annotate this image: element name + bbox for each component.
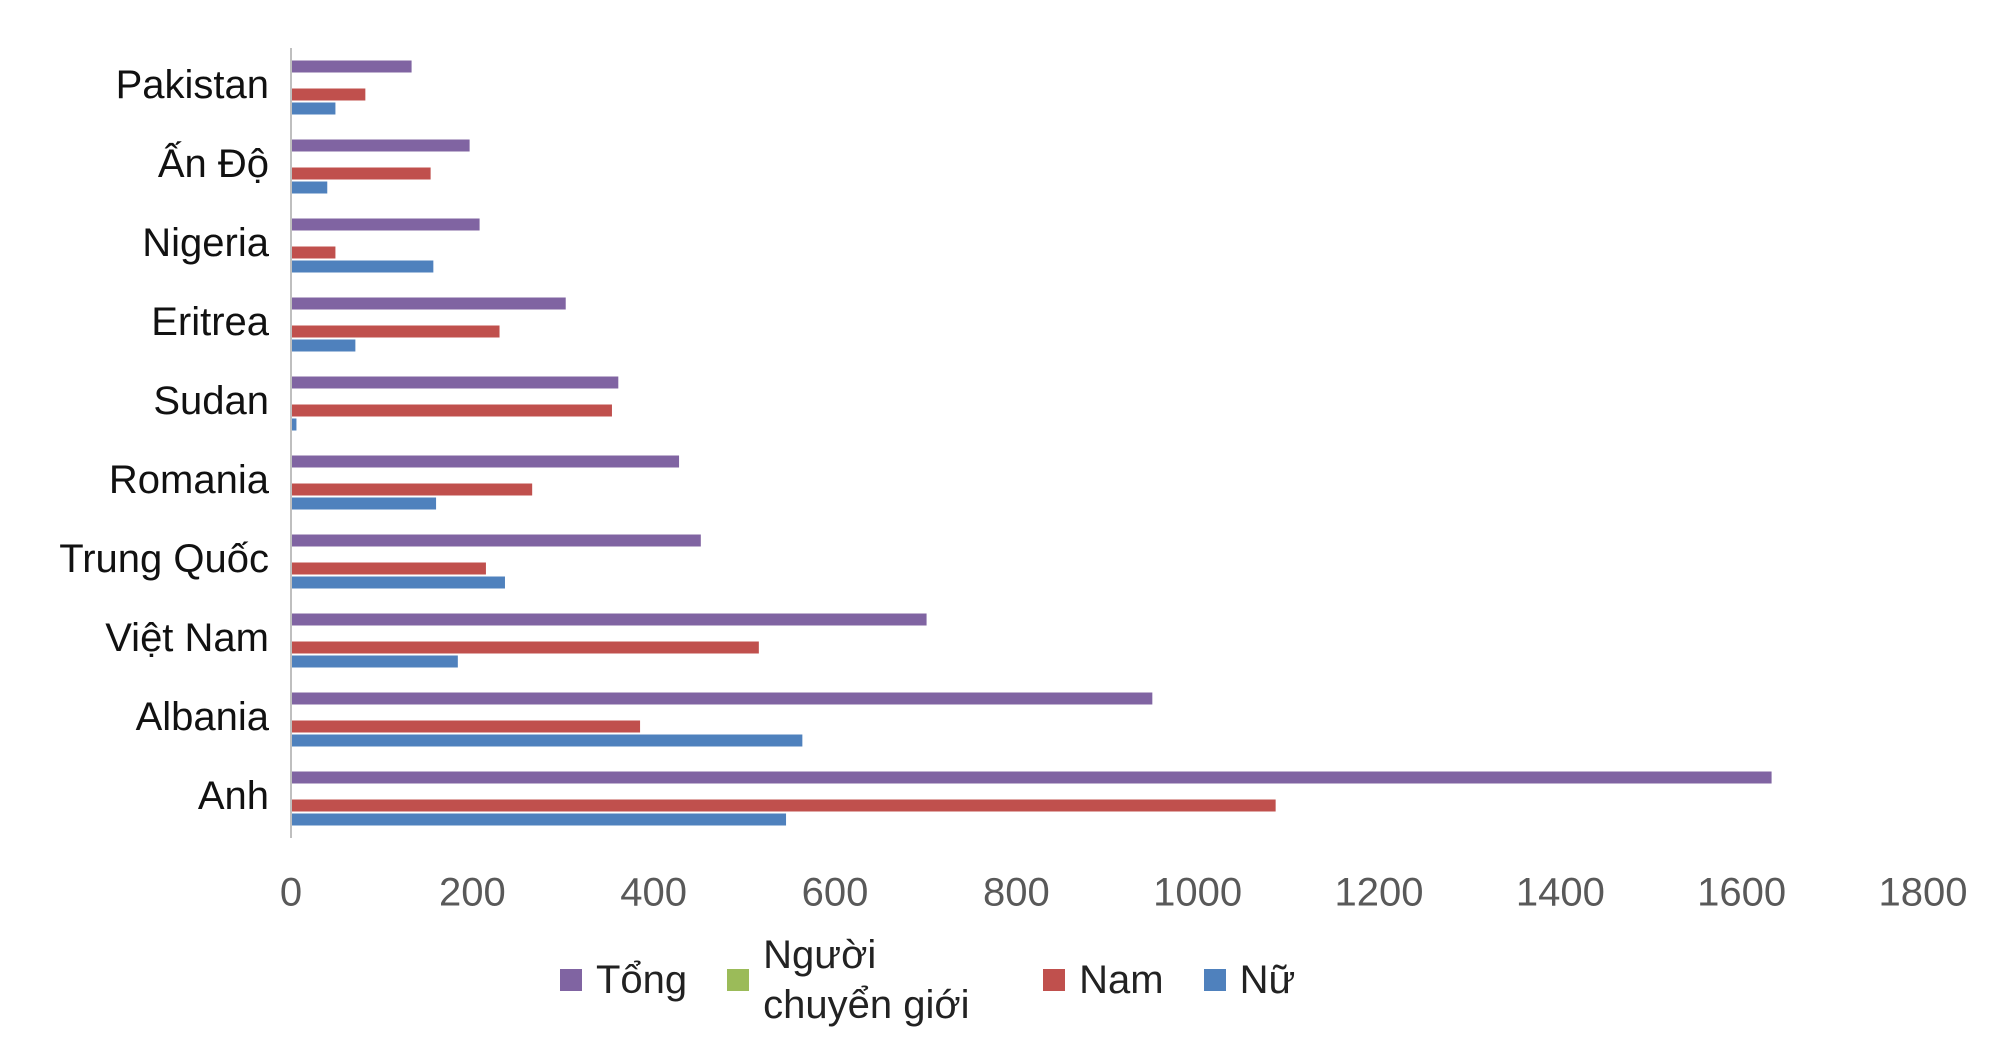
y-tick-label: Romania bbox=[109, 458, 270, 502]
bar bbox=[291, 497, 437, 510]
y-tick-label: Albania bbox=[136, 695, 270, 739]
y-tick-label: Pakistan bbox=[116, 63, 269, 107]
legend-swatch bbox=[560, 969, 582, 991]
legend-label: Nam bbox=[1079, 958, 1164, 1002]
x-tick-label: 1800 bbox=[1879, 871, 1968, 915]
y-tick-label: Anh bbox=[198, 774, 269, 818]
y-tick-label: Nigeria bbox=[142, 221, 269, 265]
y-tick-label: Eritrea bbox=[151, 300, 270, 344]
y-tick-label: Việt Nam bbox=[105, 616, 269, 660]
bar bbox=[291, 641, 759, 654]
bar bbox=[291, 218, 480, 231]
bar bbox=[291, 692, 1153, 705]
x-tick-label: 1200 bbox=[1335, 871, 1424, 915]
bar bbox=[291, 534, 701, 547]
legend-label: Tổng bbox=[596, 958, 688, 1002]
bar bbox=[291, 181, 328, 194]
x-tick-label: 1000 bbox=[1153, 871, 1242, 915]
legend-item: Nam bbox=[1043, 955, 1164, 1005]
legend-label: Người chuyển giới bbox=[763, 933, 970, 1027]
bar bbox=[291, 720, 641, 733]
bar bbox=[291, 376, 619, 389]
bar bbox=[291, 813, 787, 826]
y-tick-label: Sudan bbox=[153, 379, 269, 423]
bar bbox=[291, 404, 612, 417]
bar bbox=[291, 613, 927, 626]
bar bbox=[291, 799, 1276, 812]
bar bbox=[291, 771, 1772, 784]
legend-swatch bbox=[727, 969, 750, 991]
y-tick-label: Trung Quốc bbox=[59, 537, 269, 581]
bar bbox=[291, 562, 486, 575]
bar bbox=[291, 139, 470, 152]
bar bbox=[291, 260, 434, 273]
legend-label: Nữ bbox=[1239, 958, 1296, 1002]
legend-item: Tổng bbox=[560, 955, 687, 1005]
x-tick-label: 200 bbox=[439, 871, 506, 915]
x-tick-label: 400 bbox=[620, 871, 687, 915]
x-tick-label: 600 bbox=[802, 871, 869, 915]
bar bbox=[291, 60, 412, 73]
legend: Tổng Người chuyển giới Nam Nữ bbox=[560, 930, 1295, 1030]
x-tick-label: 1400 bbox=[1516, 871, 1605, 915]
bar bbox=[291, 339, 356, 352]
legend-swatch bbox=[1203, 969, 1226, 991]
bar bbox=[291, 418, 297, 431]
bar bbox=[291, 297, 566, 310]
bar bbox=[291, 246, 336, 259]
bar bbox=[291, 483, 533, 496]
bar bbox=[291, 102, 336, 115]
x-tick-label: 0 bbox=[280, 871, 302, 915]
bar bbox=[291, 325, 500, 338]
bar bbox=[291, 88, 366, 101]
bar bbox=[291, 655, 458, 668]
x-tick-label: 800 bbox=[983, 871, 1050, 915]
bar bbox=[291, 576, 505, 589]
x-tick-label: 1600 bbox=[1697, 871, 1786, 915]
y-tick-label: Ấn Độ bbox=[158, 140, 269, 186]
bar bbox=[291, 167, 431, 180]
bar bbox=[291, 455, 680, 468]
legend-swatch bbox=[1043, 969, 1066, 991]
legend-item: Người chuyển giới bbox=[727, 930, 1003, 1030]
legend-item: Nữ bbox=[1203, 955, 1296, 1005]
bar bbox=[291, 734, 803, 747]
